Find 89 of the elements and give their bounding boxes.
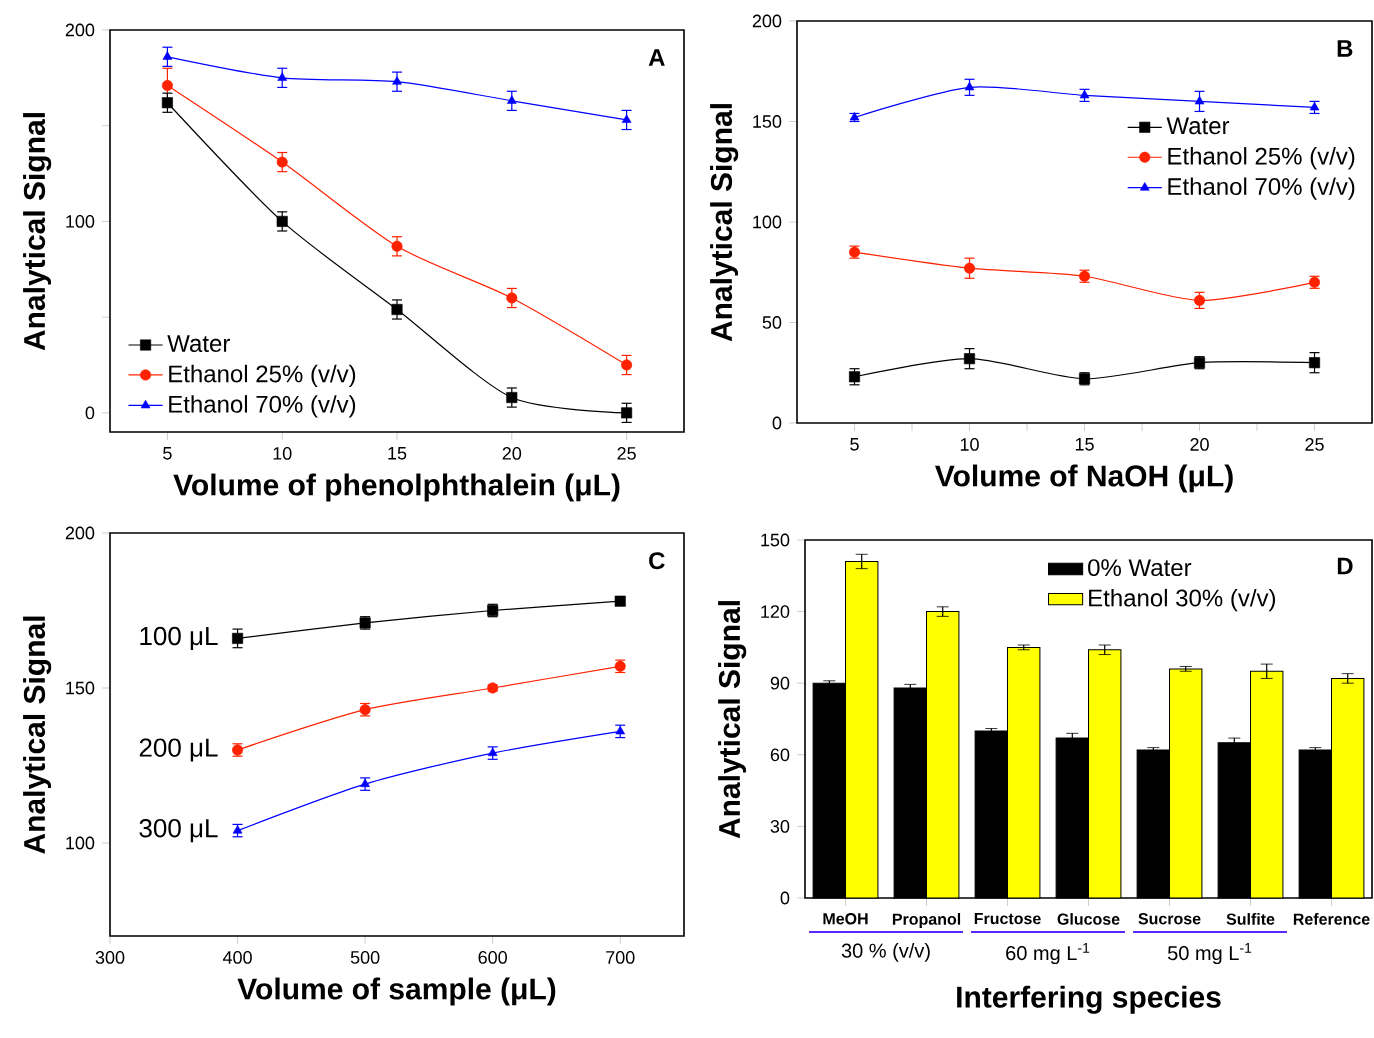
point xyxy=(277,72,288,81)
y-tick-label: 150 xyxy=(753,115,782,128)
x-tick-label: 10 xyxy=(960,438,979,451)
point xyxy=(621,359,633,371)
y-axis-title: Analytical Signal xyxy=(710,104,739,342)
series-label: 300 μL xyxy=(139,819,218,843)
x-tick-label: Sulfite xyxy=(1226,913,1275,925)
y-tick-label: 100 xyxy=(66,836,95,850)
point xyxy=(506,292,518,304)
point xyxy=(621,407,633,419)
point xyxy=(161,80,173,91)
x-tick-label: 20 xyxy=(1190,438,1209,451)
point xyxy=(507,95,517,104)
x-tick-label: Reference xyxy=(1293,913,1370,925)
y-tick-label: 200 xyxy=(752,14,782,28)
point xyxy=(487,747,498,756)
text: 50 mg L$^{-1}$ xyxy=(1167,943,1252,965)
y-tick-label: 120 xyxy=(761,605,790,618)
point xyxy=(391,240,403,252)
x-tick-label: Sucrose xyxy=(1138,913,1201,925)
legend-label: Ethanol 70% (v/v) xyxy=(1168,177,1355,200)
x-axis-title: Volume of sample (μL) xyxy=(237,977,556,1006)
x-tick-label: 400 xyxy=(222,951,252,964)
point xyxy=(1194,95,1205,105)
x-tick-label: 700 xyxy=(606,951,635,964)
x-tick-label: 15 xyxy=(388,447,407,460)
point xyxy=(506,392,518,404)
annotation: A xyxy=(648,49,665,66)
y-tick-label: 50 xyxy=(762,316,782,329)
y-tick-label: 150 xyxy=(761,533,790,547)
y-axis-title: Analytical Signal xyxy=(23,616,52,854)
point xyxy=(1194,294,1206,306)
x-tick-label: 600 xyxy=(478,951,507,964)
series-label: 100 μL xyxy=(140,626,218,650)
series-label: 200 μL xyxy=(139,738,218,762)
y-tick-label: 150 xyxy=(66,681,95,695)
y-tick-label: 0 xyxy=(85,406,95,420)
point xyxy=(276,156,288,168)
x-tick-label: 5 xyxy=(850,438,859,451)
legend-label: Water xyxy=(1166,117,1230,135)
y-tick-label: 0 xyxy=(780,891,790,905)
x-axis-title: Interfering species xyxy=(957,985,1221,1014)
x-tick-label: MeOH xyxy=(823,913,868,925)
x-tick-label: 5 xyxy=(163,447,172,460)
x-tick-label: Glucose xyxy=(1057,913,1120,925)
text: 30 % (v/v) xyxy=(841,943,930,962)
point xyxy=(162,51,173,60)
point xyxy=(360,778,370,787)
text: 60 mg L$^{-1}$ xyxy=(1006,943,1090,965)
legend-label: Water xyxy=(167,335,230,352)
y-tick-label: 90 xyxy=(770,676,790,690)
x-tick-label: 15 xyxy=(1075,438,1094,451)
x-tick-label: Propanol xyxy=(892,913,961,928)
point xyxy=(1309,357,1321,369)
point xyxy=(614,595,626,607)
legend-label: Ethanol 30% (v/v) xyxy=(1089,588,1276,612)
y-tick-label: 0 xyxy=(772,416,782,430)
x-tick-label: 25 xyxy=(1305,438,1324,451)
legend-label: Ethanol 70% (v/v) xyxy=(169,395,356,418)
point xyxy=(276,215,288,227)
annotation: C xyxy=(649,552,665,570)
y-tick-label: 100 xyxy=(66,215,95,228)
y-axis-title: Analytical Signal xyxy=(23,113,52,351)
x-tick-label: 25 xyxy=(617,447,636,460)
y-tick-label: 200 xyxy=(65,23,95,37)
point xyxy=(232,632,244,644)
point xyxy=(964,353,976,365)
x-tick-label: 500 xyxy=(350,951,380,964)
annotation: B xyxy=(1337,40,1353,57)
y-axis-title: Analytical Signal xyxy=(718,601,747,839)
y-tick-label: 100 xyxy=(753,215,782,229)
x-axis-title: Volume of NaOH (μL) xyxy=(935,464,1233,493)
x-tick-label: 20 xyxy=(502,447,522,460)
legend-label: Ethanol 25% (v/v) xyxy=(1168,147,1355,170)
x-tick-label: 10 xyxy=(273,447,292,460)
point xyxy=(391,303,403,315)
annotation: D xyxy=(1337,557,1353,575)
y-tick-label: 60 xyxy=(770,748,790,762)
x-axis-title: Volume of phenolphthalein (μL) xyxy=(173,473,620,502)
y-tick-label: 200 xyxy=(65,526,95,540)
point xyxy=(964,262,976,274)
legend-label: Ethanol 25% (v/v) xyxy=(169,364,356,388)
point xyxy=(621,114,632,123)
x-tick-label: Fructose xyxy=(974,913,1041,925)
point xyxy=(392,76,402,85)
x-tick-label: 300 xyxy=(95,951,125,964)
legend-label: 0% Water xyxy=(1088,559,1192,577)
y-tick-label: 30 xyxy=(770,820,790,833)
point xyxy=(161,97,173,109)
